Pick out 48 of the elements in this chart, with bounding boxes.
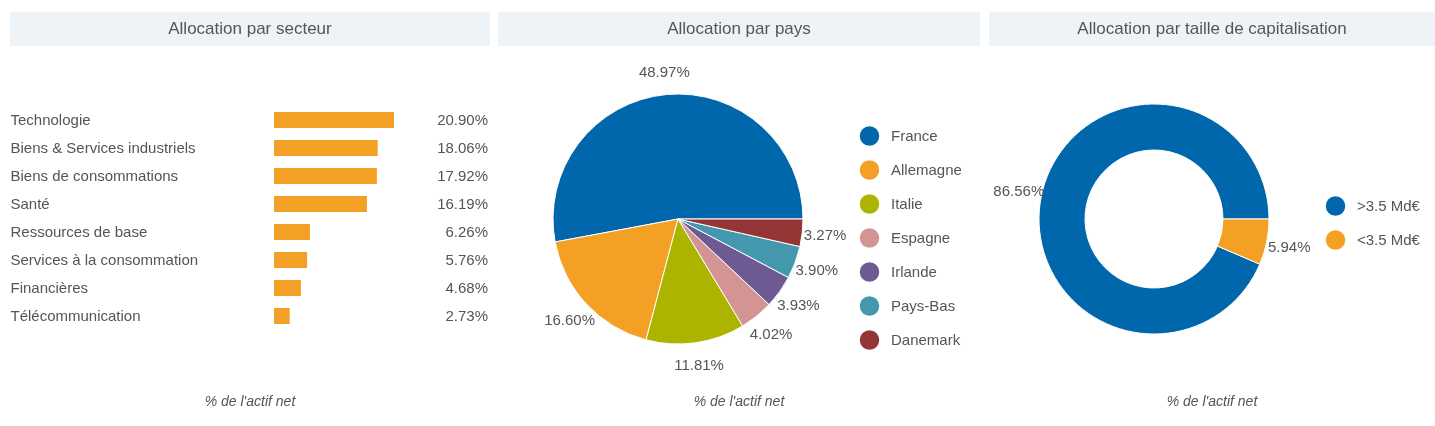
- text: % de l'actif net: [692, 392, 786, 410]
- bar: [274, 308, 290, 324]
- legend-label: Italie: [891, 195, 923, 212]
- data-label: 3.27%: [803, 226, 847, 244]
- bar: [274, 168, 377, 184]
- data-label: 2.73%: [445, 307, 488, 324]
- data-label: 18.06%: [437, 139, 488, 156]
- bar: [274, 140, 378, 156]
- bar: [274, 112, 394, 128]
- data-label: 4.02%: [749, 325, 793, 343]
- data-label: 20.90%: [437, 111, 488, 128]
- legend-label: Espagne: [891, 229, 951, 246]
- data-label: 16.19%: [437, 195, 488, 212]
- text: % de l'actif net: [203, 392, 297, 410]
- data-label: 6.26%: [445, 223, 488, 240]
- bar: [274, 252, 308, 268]
- data-label: 4.68%: [445, 279, 488, 296]
- legend-label: Danemark: [891, 331, 961, 348]
- data-label: 3.93%: [777, 296, 820, 314]
- data-label: 17.92%: [437, 167, 488, 184]
- data-label: 5.76%: [445, 251, 488, 268]
- legend-label: <3.5 Md€: [1357, 231, 1421, 248]
- data-label: 3.90%: [795, 261, 839, 279]
- bar: [274, 280, 301, 296]
- data-label: 16.60%: [544, 310, 595, 328]
- text: % de l'actif net: [1165, 392, 1259, 410]
- y-tick-label: Biens & Services industriels: [10, 139, 196, 156]
- y-tick-label: Financières: [10, 279, 89, 296]
- legend-label: Allemagne: [891, 161, 962, 178]
- legend-label: Pays-Bas: [891, 297, 956, 314]
- data-label: 86.56%: [993, 182, 1045, 200]
- chart-title: Allocation par pays: [498, 12, 980, 46]
- y-tick-label: Biens de consommations: [10, 167, 179, 184]
- y-tick-label: Services à la consommation: [10, 251, 199, 268]
- y-tick-label: Ressources de base: [10, 223, 148, 240]
- legend-label: Irlande: [891, 263, 937, 280]
- legend-label: France: [891, 127, 938, 144]
- bar: [274, 196, 367, 212]
- y-tick-label: Santé: [10, 195, 50, 212]
- y-tick-label: Technologie: [10, 111, 91, 128]
- chart-title: Allocation par taille de capitalisation: [989, 12, 1435, 46]
- y-tick-label: Télécommunication: [10, 307, 141, 324]
- data-label: 11.81%: [674, 356, 724, 374]
- bar: [274, 224, 310, 240]
- chart-title: Allocation par secteur: [10, 12, 490, 46]
- data-label: 48.97%: [638, 62, 690, 80]
- data-label: 5.94%: [1267, 237, 1311, 255]
- legend-label: >3.5 Md€: [1357, 197, 1421, 214]
